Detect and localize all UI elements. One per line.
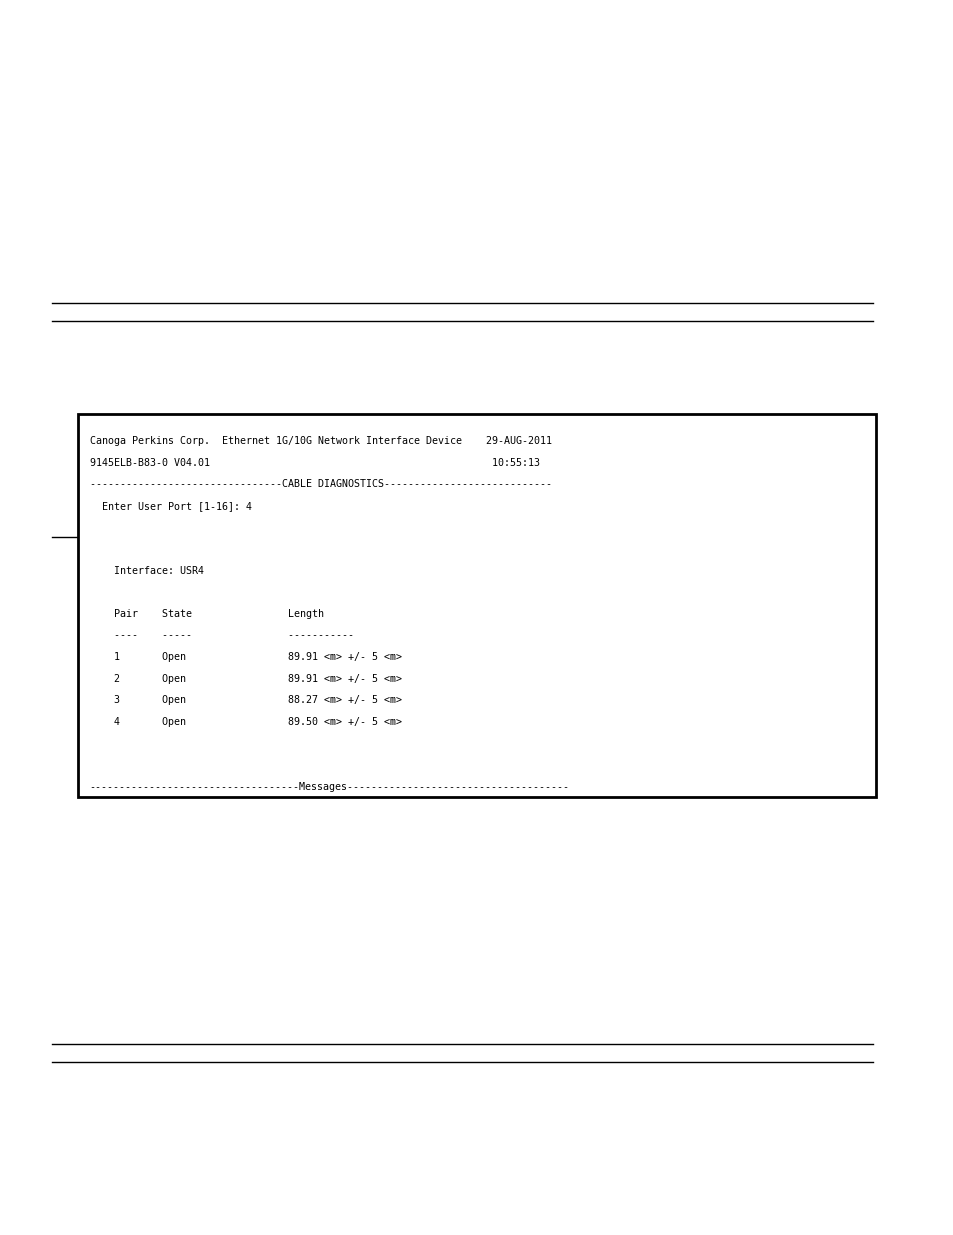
Text: Interface: USR4: Interface: USR4 — [90, 566, 203, 576]
Bar — [78, 414, 875, 797]
Text: ----    -----                -----------: ---- ----- ----------- — [90, 630, 354, 641]
Text: Pair    State                Length: Pair State Length — [90, 609, 323, 619]
Text: 2       Open                 89.91 <m> +/- 5 <m>: 2 Open 89.91 <m> +/- 5 <m> — [90, 673, 401, 684]
Text: 9145ELB-B83-0 V04.01                                               10:55:13: 9145ELB-B83-0 V04.01 10:55:13 — [90, 457, 539, 468]
Text: Enter User Port [1-16]: 4: Enter User Port [1-16]: 4 — [90, 500, 252, 511]
Text: 3       Open                 88.27 <m> +/- 5 <m>: 3 Open 88.27 <m> +/- 5 <m> — [90, 695, 401, 705]
Text: -----------------------------------Messages-------------------------------------: -----------------------------------Messa… — [90, 782, 569, 792]
Text: Canoga Perkins Corp.  Ethernet 1G/10G Network Interface Device    29-AUG-2011: Canoga Perkins Corp. Ethernet 1G/10G Net… — [90, 436, 551, 446]
Text: 1       Open                 89.91 <m> +/- 5 <m>: 1 Open 89.91 <m> +/- 5 <m> — [90, 652, 401, 662]
Text: 4       Open                 89.50 <m> +/- 5 <m>: 4 Open 89.50 <m> +/- 5 <m> — [90, 716, 401, 727]
Text: --------------------------------CABLE DIAGNOSTICS----------------------------: --------------------------------CABLE DI… — [90, 479, 551, 489]
